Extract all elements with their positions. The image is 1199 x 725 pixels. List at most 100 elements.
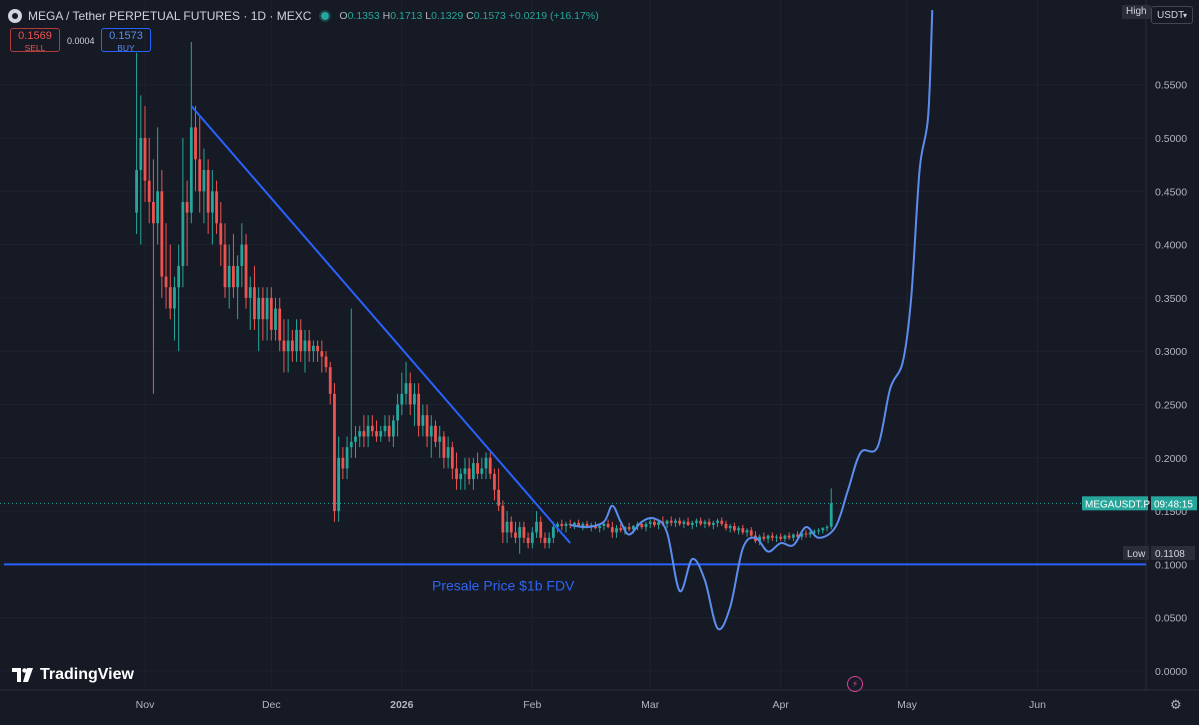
candle-body: [337, 457, 341, 512]
candle-body: [152, 201, 155, 224]
candle-body: [362, 431, 366, 437]
candle-body: [312, 345, 315, 352]
candle-body: [518, 527, 522, 538]
candle-body: [509, 521, 513, 533]
ohlc-low-key: L: [425, 10, 432, 22]
tradingview-logo[interactable]: TradingView: [12, 666, 134, 684]
candles: [135, 42, 833, 554]
candle-body: [408, 383, 412, 405]
x-tick-label: 2026: [390, 699, 414, 711]
candle-body: [434, 425, 437, 442]
candle-body: [358, 431, 362, 437]
candle-body: [804, 533, 808, 535]
candle-body: [173, 287, 176, 309]
candle-body: [606, 523, 610, 528]
projection-path[interactable]: [570, 10, 934, 631]
candle-body: [581, 523, 585, 527]
sell-button[interactable]: 0.1569 SELL: [10, 28, 60, 53]
candle-body: [547, 537, 551, 544]
candle-body: [745, 530, 749, 533]
candle-body: [240, 244, 244, 266]
candle-body: [573, 522, 576, 525]
candle-body: [678, 520, 682, 524]
candle-body: [488, 457, 492, 474]
ohlc-readout: O0.1353 H0.1713 L0.1329 C0.1573 +0.0219 …: [339, 10, 598, 22]
candle-body: [686, 521, 690, 525]
candle-body: [471, 463, 475, 480]
candle-body: [261, 297, 265, 320]
candle-body: [539, 521, 543, 538]
candle-body: [829, 503, 833, 527]
currency-select[interactable]: USDT ▾: [1151, 6, 1193, 24]
candle-body: [724, 523, 728, 529]
candle-body: [232, 265, 235, 288]
candle-body: [484, 457, 488, 469]
candle-body: [543, 537, 547, 544]
ohlc-high-key: H: [382, 10, 391, 22]
candle-body: [307, 340, 311, 352]
candle-body: [791, 534, 795, 538]
y-tick-label: 0.3500: [1155, 293, 1187, 305]
y-tick-label: 0.0000: [1155, 666, 1187, 678]
candle-body: [345, 447, 349, 469]
candle-body: [762, 536, 766, 539]
candle-body: [602, 523, 606, 527]
candle-body: [206, 169, 210, 213]
lightning-icon[interactable]: ⚡: [847, 676, 863, 692]
live-status-icon: [321, 12, 330, 20]
y-tick-label: 0.2500: [1155, 400, 1187, 412]
candle-body: [194, 127, 197, 160]
candle-body: [282, 340, 286, 352]
candle-body: [766, 535, 770, 539]
candle-body: [257, 297, 261, 320]
y-tick-label: 0.5500: [1155, 80, 1187, 92]
gear-icon[interactable]: ⚙: [1170, 697, 1182, 712]
y-tick-label: 0.4000: [1155, 240, 1187, 252]
candle-body: [812, 531, 816, 533]
descending-trendline[interactable]: [190, 105, 571, 544]
candle-body: [690, 522, 694, 525]
symbol-title[interactable]: MEGA / Tether PERPETUAL FUTURES · 1D · M…: [28, 9, 312, 23]
candle-body: [551, 527, 555, 538]
candle-body: [741, 528, 745, 533]
candle-body: [316, 345, 320, 352]
mega-coin-icon: [8, 9, 22, 23]
candle-body: [497, 489, 501, 506]
candle-body: [164, 276, 168, 288]
candle-body: [328, 367, 332, 394]
candle-body: [269, 297, 273, 330]
candle-body: [711, 522, 715, 525]
candle-body: [808, 532, 812, 535]
symbol-tag: MEGAUSDT.P: [1085, 499, 1150, 510]
candle-body: [707, 521, 711, 525]
candle-body: [202, 169, 206, 192]
ohlc-close: 0.1573: [473, 10, 506, 22]
low-label-bg: [1123, 546, 1149, 560]
tradingview-mark-icon: [12, 668, 33, 682]
candle-body: [404, 383, 408, 394]
candle-body: [215, 191, 218, 224]
time-axis[interactable]: Nov Dec 2026 Feb Mar Apr May Jun: [136, 699, 1046, 711]
candle-body: [556, 523, 559, 528]
candle-body: [648, 521, 652, 524]
buy-button[interactable]: 0.1573 BUY: [101, 28, 151, 53]
symbol-tag-bg: [1082, 496, 1148, 511]
candle-body: [341, 457, 345, 469]
price-axis[interactable]: 0.5500 0.5000 0.4500 0.4000 0.3500 0.3000 0.25…: [1155, 80, 1187, 678]
candle-body: [446, 447, 450, 458]
candle-body: [379, 431, 383, 437]
candle-body: [156, 191, 160, 224]
candle-body: [160, 191, 164, 277]
candle-body: [467, 468, 471, 480]
candle-body: [442, 436, 446, 458]
candle-body: [653, 521, 656, 525]
x-tick-label: Dec: [262, 699, 281, 711]
candle-body: [644, 523, 648, 528]
candle-body: [501, 505, 505, 533]
candle-body: [514, 532, 517, 538]
candle-body: [505, 521, 509, 533]
candle-body: [349, 441, 353, 448]
candle-body: [674, 520, 677, 523]
